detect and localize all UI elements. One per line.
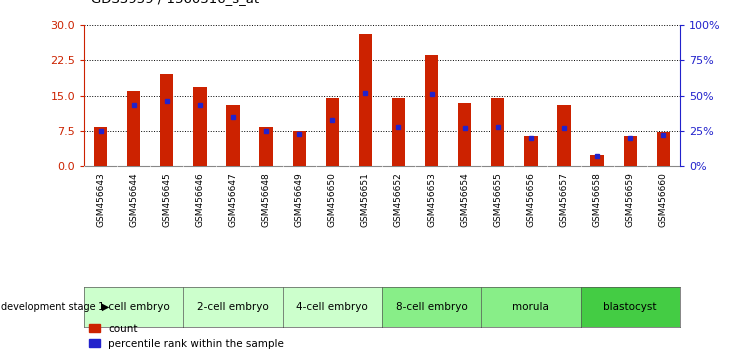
- Text: GSM456653: GSM456653: [427, 172, 436, 227]
- Bar: [524, 136, 537, 166]
- Bar: [624, 136, 637, 166]
- Text: GSM456650: GSM456650: [327, 172, 337, 227]
- Text: GSM456647: GSM456647: [229, 172, 238, 227]
- Bar: [160, 74, 173, 166]
- Text: GSM456644: GSM456644: [129, 172, 138, 227]
- Text: GSM456646: GSM456646: [195, 172, 205, 227]
- Text: GDS3959 / 1560316_s_at: GDS3959 / 1560316_s_at: [91, 0, 260, 5]
- Text: GSM456659: GSM456659: [626, 172, 635, 227]
- Text: GSM456645: GSM456645: [162, 172, 171, 227]
- Text: GSM456660: GSM456660: [659, 172, 668, 227]
- Text: GSM456656: GSM456656: [526, 172, 535, 227]
- Bar: [260, 127, 273, 166]
- Text: blastocyst: blastocyst: [603, 302, 657, 312]
- Text: development stage  ▶: development stage ▶: [1, 302, 109, 312]
- Text: 1-cell embryo: 1-cell embryo: [98, 302, 170, 312]
- Text: GSM456649: GSM456649: [295, 172, 303, 227]
- Bar: [591, 155, 604, 166]
- Bar: [292, 131, 306, 166]
- Bar: [227, 105, 240, 166]
- Text: GSM456655: GSM456655: [493, 172, 502, 227]
- Bar: [193, 87, 207, 166]
- Legend: count, percentile rank within the sample: count, percentile rank within the sample: [89, 324, 284, 349]
- Text: morula: morula: [512, 302, 549, 312]
- Bar: [425, 56, 438, 166]
- Text: GSM456651: GSM456651: [361, 172, 370, 227]
- Text: GSM456658: GSM456658: [593, 172, 602, 227]
- Bar: [392, 98, 405, 166]
- Bar: [127, 91, 140, 166]
- Bar: [326, 98, 339, 166]
- Text: GSM456657: GSM456657: [559, 172, 569, 227]
- Bar: [557, 105, 571, 166]
- Bar: [359, 34, 372, 166]
- Text: GSM456652: GSM456652: [394, 172, 403, 227]
- Bar: [94, 127, 107, 166]
- Text: 2-cell embryo: 2-cell embryo: [197, 302, 269, 312]
- Text: GSM456648: GSM456648: [262, 172, 270, 227]
- Text: 4-cell embryo: 4-cell embryo: [297, 302, 368, 312]
- Bar: [656, 132, 670, 166]
- Bar: [491, 98, 504, 166]
- Bar: [458, 103, 471, 166]
- Text: GSM456643: GSM456643: [96, 172, 105, 227]
- Text: 8-cell embryo: 8-cell embryo: [395, 302, 467, 312]
- Text: GSM456654: GSM456654: [461, 172, 469, 227]
